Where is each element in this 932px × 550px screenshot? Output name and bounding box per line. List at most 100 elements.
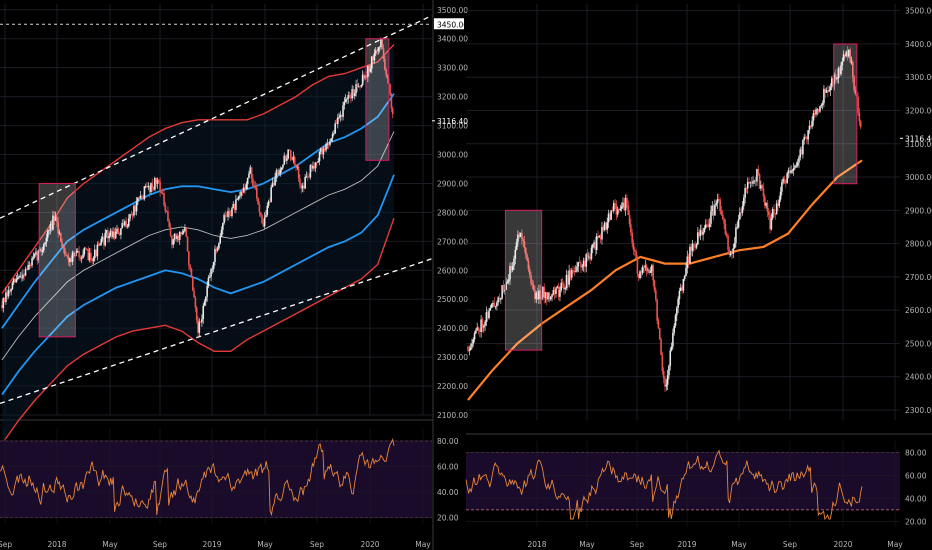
candle-body — [745, 187, 748, 189]
candle-body — [656, 299, 658, 321]
right-y-tick-label: 2900.00 — [905, 206, 932, 215]
candle-body — [838, 68, 841, 75]
candle-body — [580, 262, 582, 268]
right-y-tick-label: 2800.00 — [905, 240, 932, 249]
candle-body — [291, 159, 293, 161]
candle-body — [598, 235, 601, 238]
candle-body — [813, 113, 816, 115]
candle-body — [769, 215, 771, 230]
right-y-tick-label: 3200.00 — [905, 106, 932, 115]
candle-body — [766, 203, 769, 212]
candle-body — [724, 223, 727, 235]
left-trend-line-1 — [0, 14, 433, 219]
candle-body — [137, 197, 139, 202]
candle-body — [514, 249, 517, 259]
candle-body — [605, 222, 607, 230]
candle-body — [493, 302, 496, 307]
candle-body — [93, 249, 96, 259]
right-x-tick-label: Sep — [630, 540, 644, 549]
candle-body — [384, 58, 386, 70]
candle-body — [363, 74, 365, 79]
candle-body — [211, 268, 214, 270]
candle-body — [467, 346, 469, 351]
candle-body — [377, 47, 380, 52]
candle-body — [15, 279, 18, 283]
candle-body — [857, 96, 859, 113]
left-rsi-band — [0, 440, 432, 518]
candle-body — [614, 203, 616, 205]
candle-body — [271, 182, 274, 188]
candle-body — [718, 199, 720, 200]
right-rsi-y-tick-label: 20.00 — [905, 517, 927, 526]
candle-body — [589, 256, 591, 260]
candle-body — [595, 235, 598, 251]
candle-body — [182, 231, 185, 233]
candle-body — [543, 286, 545, 299]
left-y-tick-label: 3500.00 — [437, 6, 468, 15]
candle-body — [2, 297, 5, 309]
candle-body — [65, 254, 67, 256]
candle-body — [134, 205, 137, 212]
candle-body — [786, 173, 788, 184]
candle-body — [263, 217, 266, 227]
candle-body — [321, 148, 323, 155]
candle-body — [743, 197, 745, 207]
candle-body — [686, 256, 689, 268]
candle-body — [728, 249, 731, 256]
candle-body — [536, 292, 539, 300]
candle-body — [225, 216, 228, 218]
candle-body — [590, 247, 593, 260]
candle-body — [12, 278, 15, 283]
candle-body — [27, 265, 29, 270]
candle-body — [267, 201, 270, 206]
candle-body — [168, 220, 171, 228]
candle-body — [274, 177, 276, 186]
candle-body — [630, 224, 632, 233]
candle-body — [690, 246, 693, 251]
candle-body — [258, 204, 261, 213]
candle-body — [121, 223, 124, 229]
candle-body — [551, 294, 553, 298]
candle-body — [828, 90, 830, 92]
candle-body — [103, 237, 105, 246]
candle-body — [73, 252, 75, 257]
right-y-tick-label: 2300.00 — [905, 406, 932, 415]
candle-body — [198, 321, 201, 333]
candle-body — [542, 286, 544, 298]
candle-body — [661, 355, 664, 371]
candle-body — [178, 231, 181, 240]
candle-body — [177, 235, 180, 240]
candle-body — [386, 74, 389, 79]
candle-body — [723, 219, 725, 224]
candle-body — [122, 223, 125, 226]
left-y-tick-label: 2900.00 — [437, 179, 468, 188]
candle-body — [351, 89, 353, 99]
candle-body — [254, 185, 257, 188]
left-price-label-bg — [434, 18, 464, 30]
candle-body — [771, 209, 774, 219]
left-x-tick-label: Sep — [153, 540, 167, 549]
candle-body — [14, 278, 16, 283]
candle-body — [318, 151, 321, 162]
candle-body — [326, 143, 329, 145]
candle-body — [519, 232, 522, 237]
candle-body — [626, 197, 628, 206]
candle-body — [151, 183, 154, 188]
candle-body — [355, 84, 357, 94]
candle-body — [645, 265, 648, 271]
candle-body — [201, 319, 203, 323]
candle-body — [181, 232, 184, 234]
candle-body — [845, 51, 848, 57]
candle-body — [161, 192, 164, 194]
candle-body — [282, 164, 284, 168]
right-y-tick-label: 3000.00 — [905, 173, 932, 182]
candle-body — [817, 109, 820, 112]
candle-body — [773, 209, 775, 214]
candle-body — [821, 103, 824, 105]
candle-body — [95, 249, 97, 257]
candle-body — [23, 274, 26, 276]
candle-body — [11, 282, 14, 290]
candle-body — [88, 252, 91, 261]
candle-body — [286, 158, 288, 161]
candle-body — [531, 283, 534, 286]
